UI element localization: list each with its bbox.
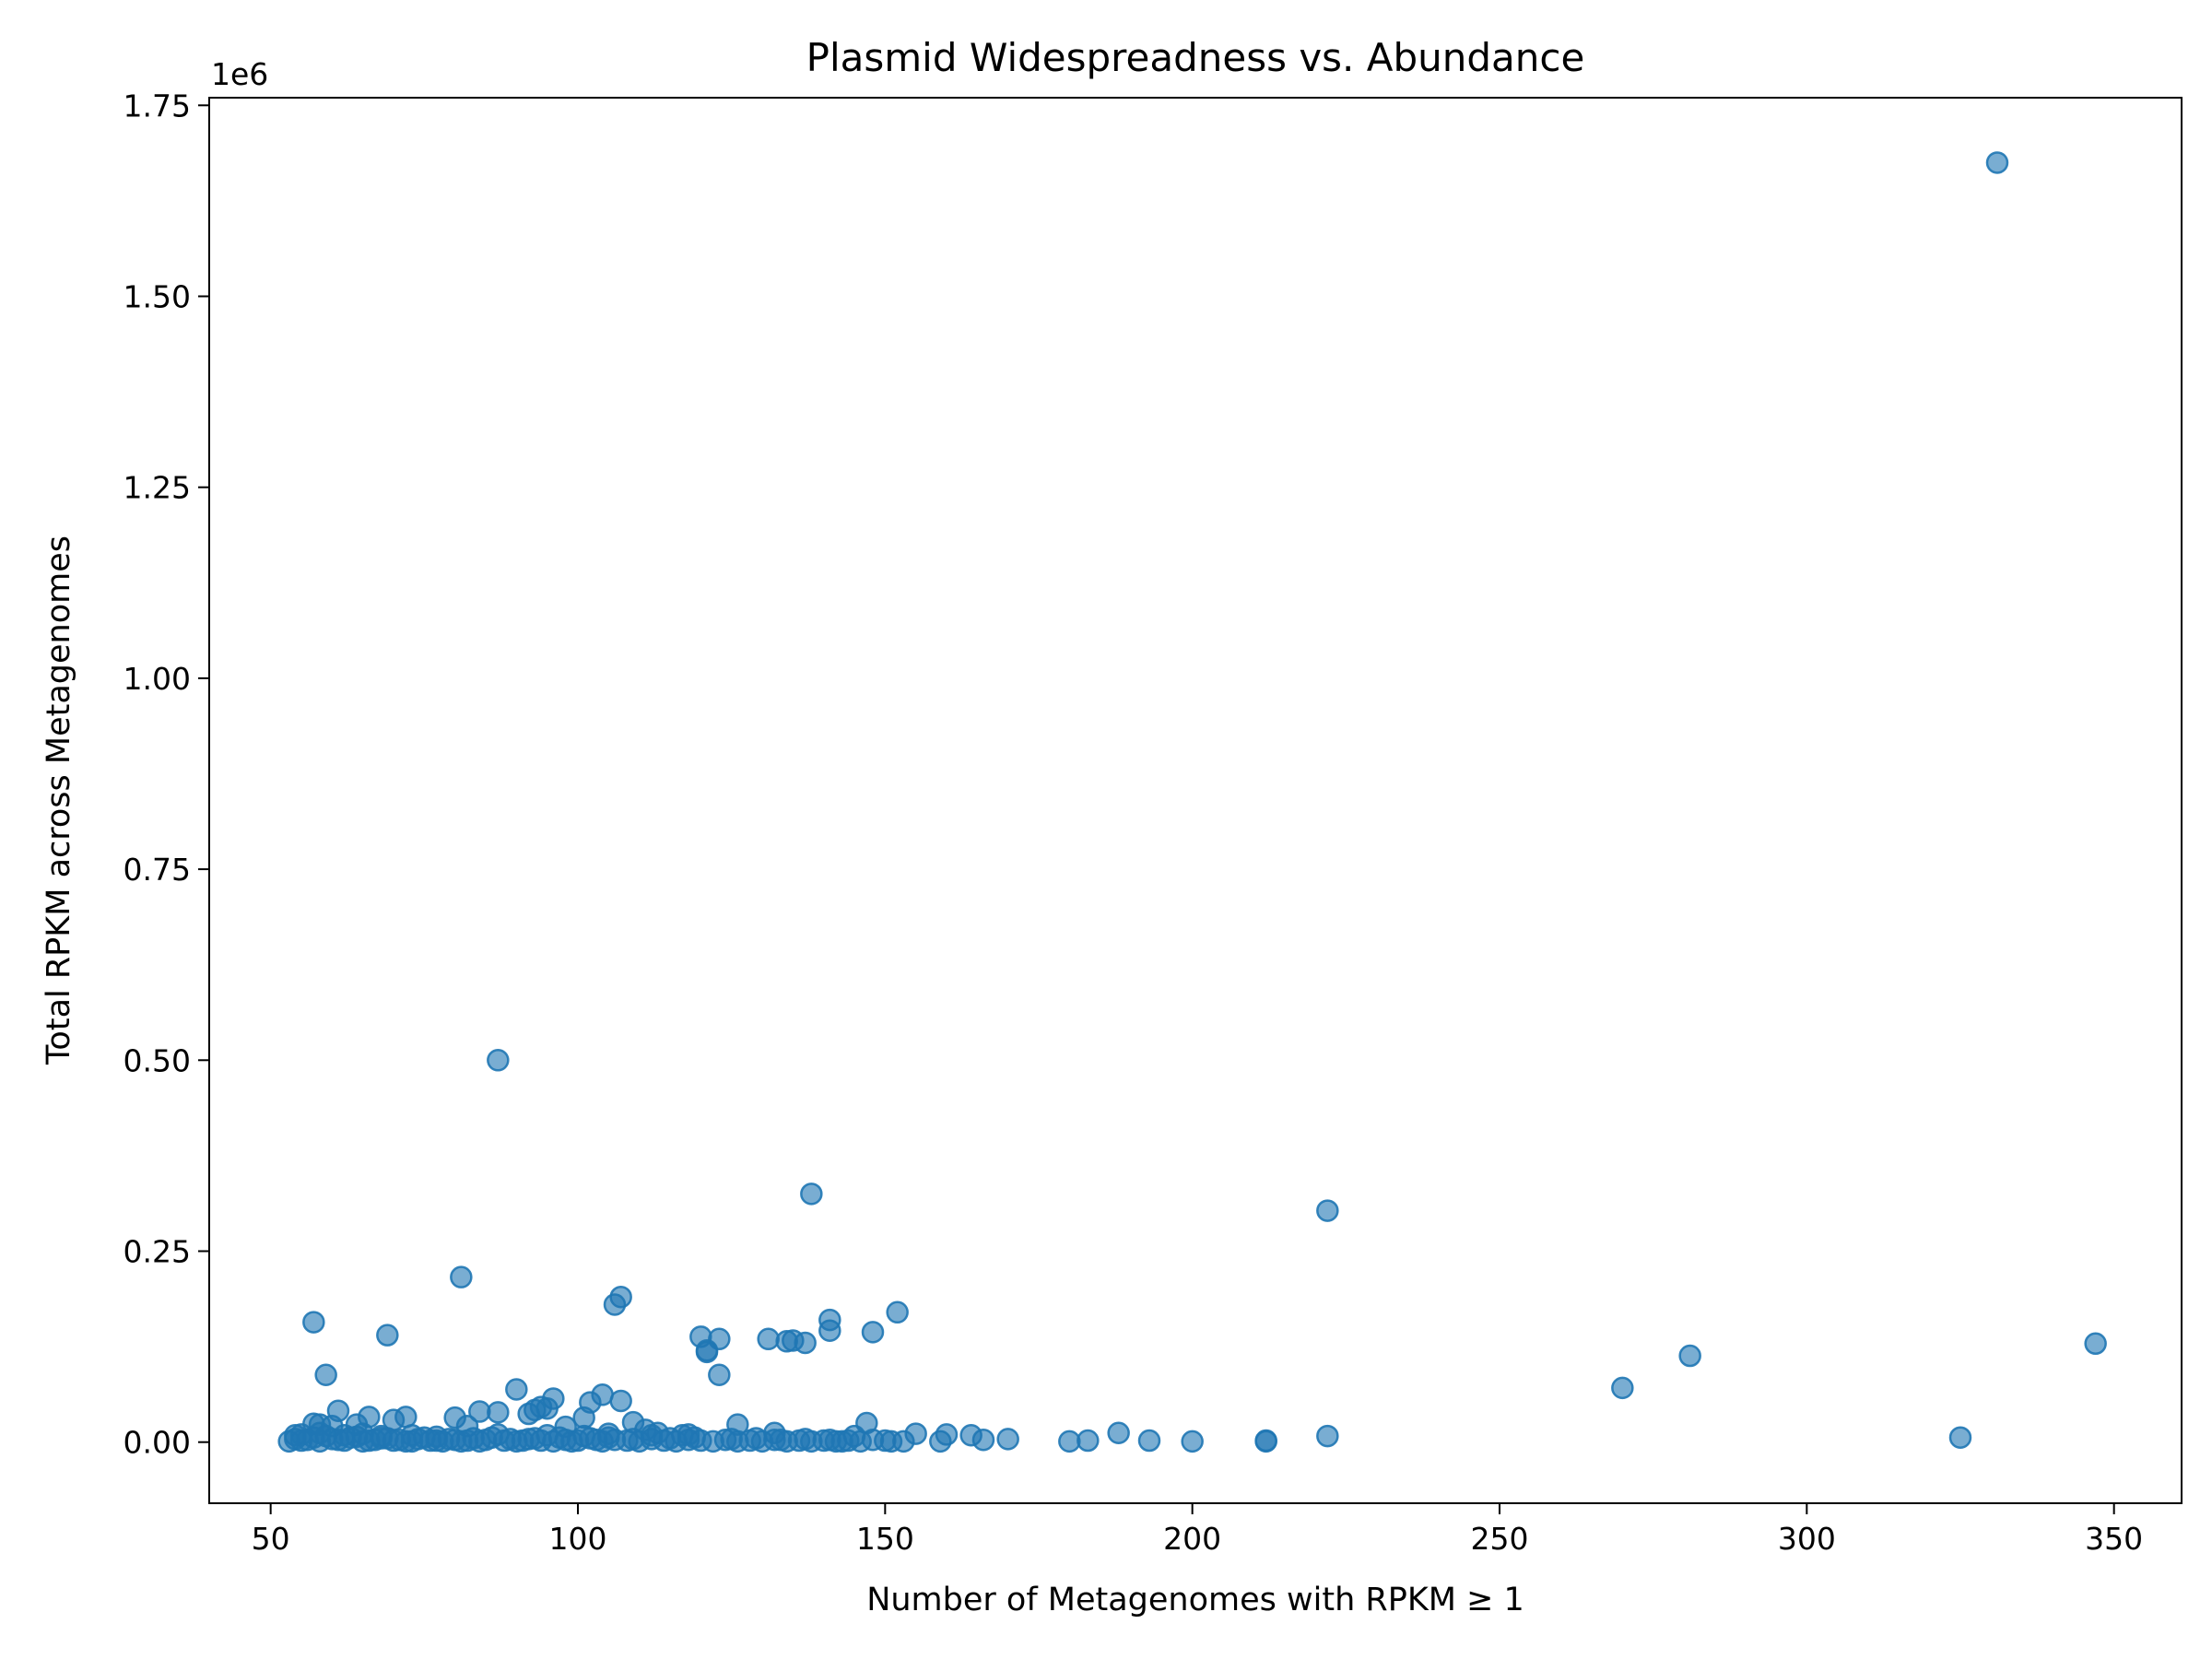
- y-tick-label: 0.75: [124, 852, 191, 888]
- data-point: [314, 1363, 337, 1387]
- y-offset-label: 1e6: [211, 56, 268, 92]
- x-tick-label: 50: [252, 1521, 290, 1557]
- y-axis: 0.00 0.25 0.50 0.75 1.00 1.25 1.50 1.75: [124, 88, 209, 1461]
- data-point: [1254, 1430, 1277, 1453]
- data-point: [1678, 1344, 1701, 1368]
- data-point: [572, 1424, 595, 1448]
- data-point: [996, 1428, 1019, 1451]
- y-tick-label: 1.25: [124, 470, 191, 506]
- data-point: [818, 1319, 841, 1342]
- data-point: [1107, 1421, 1130, 1444]
- x-axis-label: Number of Metagenomes with RPKM ≥ 1: [866, 1582, 1524, 1618]
- data-point: [487, 1423, 510, 1446]
- x-tick-label: 250: [1471, 1521, 1529, 1557]
- data-point: [487, 1401, 510, 1424]
- data-point: [333, 1423, 356, 1447]
- data-point: [695, 1340, 719, 1364]
- data-point: [886, 1300, 909, 1324]
- data-point: [597, 1422, 620, 1445]
- data-point: [769, 1428, 793, 1452]
- y-tick-label: 1.50: [124, 278, 191, 314]
- data-point: [658, 1427, 682, 1450]
- data-point: [708, 1363, 731, 1387]
- data-point: [794, 1428, 817, 1451]
- y-tick-label: 0.25: [124, 1233, 191, 1269]
- x-tick-label: 300: [1778, 1521, 1836, 1557]
- data-point: [1985, 151, 2009, 174]
- data-point: [289, 1423, 313, 1446]
- data-point: [425, 1425, 448, 1449]
- data-point: [861, 1428, 885, 1452]
- x-axis: 50 100 150 200 250 300 350: [252, 1503, 2143, 1557]
- data-point: [720, 1428, 743, 1451]
- data-point: [308, 1421, 332, 1444]
- data-point: [505, 1378, 528, 1401]
- data-point: [376, 1324, 399, 1347]
- data-point: [400, 1423, 424, 1447]
- data-point: [351, 1422, 374, 1445]
- data-point: [1611, 1376, 1634, 1400]
- data-point: [1181, 1430, 1204, 1453]
- data-point: [370, 1424, 393, 1448]
- data-point: [603, 1293, 627, 1316]
- data-point: [640, 1423, 664, 1447]
- data-point: [861, 1321, 885, 1344]
- data-point: [794, 1331, 817, 1355]
- data-point: [487, 1049, 510, 1072]
- x-tick-label: 150: [856, 1521, 914, 1557]
- data-point: [745, 1427, 768, 1450]
- data-points: [277, 151, 2107, 1453]
- data-point: [517, 1402, 540, 1426]
- data-point: [1077, 1429, 1100, 1453]
- data-point: [1948, 1426, 1972, 1449]
- chart-title: Plasmid Widespreadness vs. Abundance: [806, 35, 1585, 80]
- data-point: [621, 1428, 645, 1451]
- data-point: [1316, 1199, 1339, 1222]
- data-point: [302, 1311, 325, 1334]
- data-point: [1137, 1429, 1161, 1453]
- data-point: [971, 1428, 995, 1452]
- data-point: [775, 1330, 798, 1353]
- x-tick-label: 200: [1163, 1521, 1221, 1557]
- data-point: [757, 1327, 780, 1351]
- data-point: [800, 1182, 823, 1206]
- y-axis-label: Total RPKM across Metagenomes: [41, 535, 77, 1065]
- plot-frame: [208, 97, 2183, 1504]
- data-point: [677, 1423, 700, 1446]
- data-point: [2084, 1332, 2107, 1356]
- y-tick-label: 1.75: [124, 88, 191, 124]
- data-point: [1316, 1424, 1339, 1448]
- data-point: [830, 1430, 853, 1453]
- data-point: [609, 1389, 632, 1413]
- data-point: [929, 1430, 952, 1453]
- x-tick-label: 350: [2085, 1521, 2143, 1557]
- y-tick-label: 0.50: [124, 1042, 191, 1078]
- data-point: [1058, 1430, 1081, 1453]
- data-point: [879, 1430, 903, 1453]
- y-tick-label: 0.00: [124, 1425, 191, 1461]
- y-tick-label: 1.00: [124, 661, 191, 697]
- data-point: [535, 1423, 559, 1447]
- x-tick-label: 100: [549, 1521, 607, 1557]
- data-point: [450, 1265, 473, 1288]
